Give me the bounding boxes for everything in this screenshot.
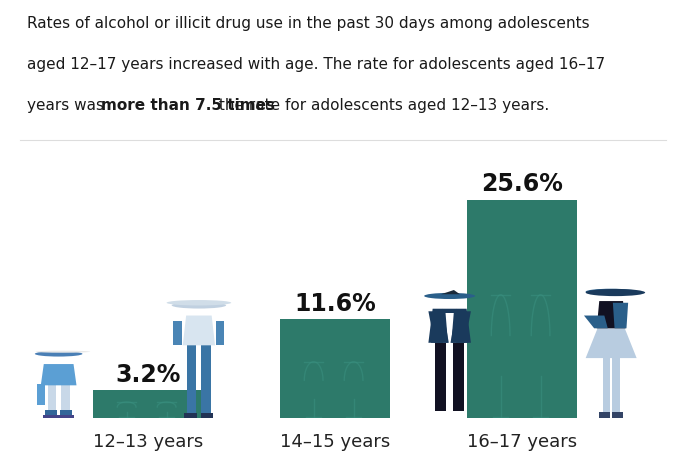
Bar (443, 313, 456, 343)
Bar (92, 390, 203, 418)
Text: more than 7.5 times: more than 7.5 times (101, 98, 275, 113)
Bar (44, 415, 74, 418)
Bar (612, 412, 623, 418)
Bar (216, 321, 224, 345)
Polygon shape (450, 309, 469, 343)
Bar (466, 200, 577, 418)
Text: 16–17 years: 16–17 years (467, 433, 577, 451)
Ellipse shape (171, 302, 226, 309)
Bar (201, 345, 211, 418)
Bar (61, 385, 69, 415)
Polygon shape (431, 309, 449, 343)
Ellipse shape (424, 293, 475, 299)
Bar (37, 384, 45, 405)
Bar (613, 358, 619, 418)
Text: 12–13 years: 12–13 years (92, 433, 203, 451)
Ellipse shape (167, 300, 231, 306)
Ellipse shape (36, 350, 90, 353)
Polygon shape (585, 328, 636, 358)
Bar (45, 410, 57, 415)
Text: 14–15 years: 14–15 years (279, 433, 390, 451)
Ellipse shape (35, 351, 82, 356)
Bar (187, 345, 197, 418)
Bar (432, 411, 448, 418)
Bar (602, 358, 610, 418)
Bar (279, 319, 390, 418)
Text: Rates of alcohol or illicit drug use in the past 30 days among adolescents: Rates of alcohol or illicit drug use in … (27, 16, 590, 31)
Text: years was: years was (27, 98, 109, 113)
Polygon shape (584, 316, 608, 328)
Text: 3.2%: 3.2% (115, 363, 181, 387)
Text: the rate for adolescents aged 12–13 years.: the rate for adolescents aged 12–13 year… (214, 98, 549, 113)
Ellipse shape (585, 289, 636, 295)
Polygon shape (597, 301, 626, 328)
Bar (453, 343, 464, 411)
Text: 11.6%: 11.6% (294, 291, 376, 316)
Bar (435, 343, 446, 411)
Bar (184, 414, 197, 418)
Ellipse shape (585, 289, 645, 296)
Bar (48, 385, 56, 415)
Polygon shape (452, 311, 471, 343)
Polygon shape (428, 311, 448, 343)
Polygon shape (41, 364, 76, 385)
Text: 25.6%: 25.6% (481, 173, 563, 196)
Bar (173, 321, 182, 345)
Text: aged 12–17 years increased with age. The rate for adolescents aged 16–17: aged 12–17 years increased with age. The… (27, 57, 605, 72)
Bar (599, 412, 611, 418)
Polygon shape (613, 303, 628, 328)
Polygon shape (183, 316, 215, 345)
Bar (452, 411, 466, 418)
Polygon shape (428, 309, 471, 343)
Bar (61, 410, 72, 415)
Bar (201, 414, 214, 418)
Polygon shape (441, 290, 460, 294)
